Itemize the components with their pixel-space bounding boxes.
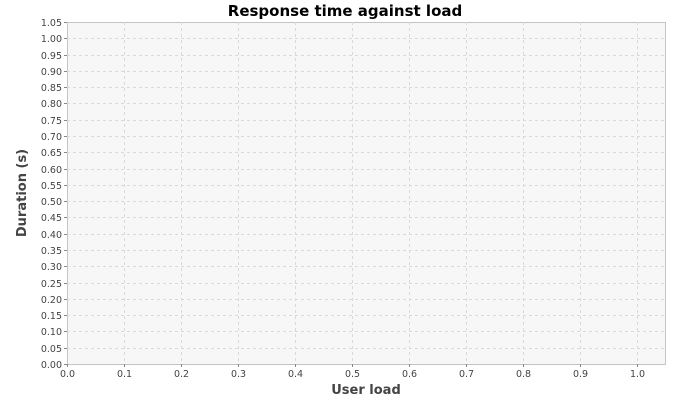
- y-tick-label: 0.05: [41, 344, 62, 355]
- y-tick-label: 0.50: [41, 197, 62, 208]
- y-tick-label: 0.65: [41, 148, 62, 159]
- x-tick-label: 0.0: [60, 369, 75, 380]
- x-axis-label: User load: [331, 383, 401, 398]
- x-tick-label: 0.4: [288, 369, 303, 380]
- y-tick-label: 0.30: [41, 262, 62, 273]
- grid-lines: [67, 22, 665, 364]
- x-tick-label: 0.7: [459, 369, 474, 380]
- y-tick-label: 0.80: [41, 99, 62, 110]
- x-tick-label: 1.0: [630, 369, 645, 380]
- y-tick-label: 0.70: [41, 132, 62, 143]
- y-tick-label: 0.35: [41, 246, 62, 257]
- y-tick-label: 0.00: [41, 360, 62, 371]
- x-tick-label: 0.6: [402, 369, 417, 380]
- x-tick-label: 0.8: [516, 369, 531, 380]
- x-tick-label: 0.1: [117, 369, 132, 380]
- x-tick-label: 0.3: [231, 369, 246, 380]
- y-axis: 0.00 0.05 0.10 0.15 0.20 0.25 0.30 0.35 0.40 0.45…: [41, 18, 67, 371]
- y-tick-label: 0.20: [41, 295, 62, 306]
- y-tick-label: 0.95: [41, 51, 62, 62]
- y-tick-label: 0.75: [41, 116, 62, 127]
- y-tick-label: 1.05: [41, 18, 62, 29]
- y-tick-label: 0.15: [41, 311, 62, 322]
- y-tick-label: 1.00: [41, 34, 62, 45]
- x-tick-label: 0.5: [345, 369, 360, 380]
- x-axis: 0.0 0.1 0.2 0.3 0.4 0.5 0.6 0.7 0.8 0.9 1.0: [60, 364, 645, 380]
- chart-title: Response time against load: [228, 2, 462, 20]
- y-axis-label: Duration (s): [15, 149, 30, 237]
- plot-area: [67, 22, 666, 365]
- x-tick-label: 0.2: [174, 369, 189, 380]
- y-tick-label: 0.45: [41, 213, 62, 224]
- y-tick-label: 0.10: [41, 327, 62, 338]
- y-tick-label: 0.55: [41, 181, 62, 192]
- y-tick-label: 0.90: [41, 67, 62, 78]
- y-tick-label: 0.25: [41, 279, 62, 290]
- y-tick-label: 0.60: [41, 165, 62, 176]
- x-tick-label: 0.9: [573, 369, 588, 380]
- y-tick-label: 0.40: [41, 230, 62, 241]
- y-tick-label: 0.85: [41, 83, 62, 94]
